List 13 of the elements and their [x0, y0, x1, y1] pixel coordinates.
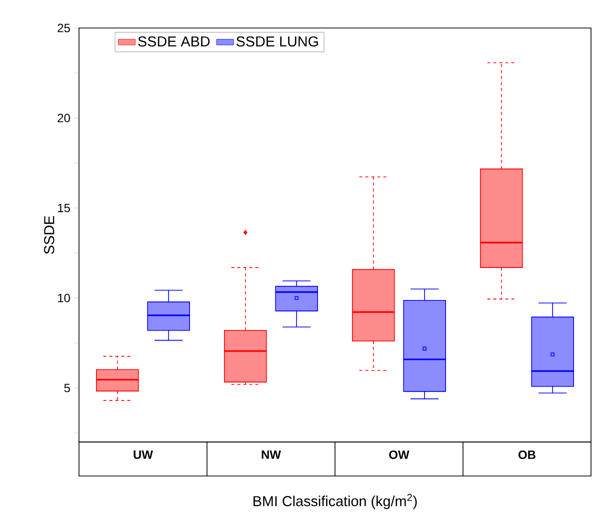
- legend-label: SSDE ABD: [138, 36, 210, 46]
- x-tick-label: OB: [518, 450, 536, 459]
- y-tick-label: 10: [58, 294, 70, 302]
- y-tick-label: 20: [58, 114, 70, 122]
- x-tick-label: UW: [134, 450, 153, 459]
- y-axis-title: SSDE: [44, 216, 54, 254]
- y-tick-label: 25: [58, 24, 70, 32]
- legend-label: SSDE LUNG: [236, 36, 318, 46]
- y-tick-label: 15: [58, 204, 70, 212]
- x-axis-title: BMI Classification (kg/m$^{2}$): [254, 494, 417, 509]
- y-tick-label: 5: [64, 384, 70, 392]
- x-tick-label: NW: [262, 450, 281, 459]
- x-tick-label: OW: [389, 450, 410, 459]
